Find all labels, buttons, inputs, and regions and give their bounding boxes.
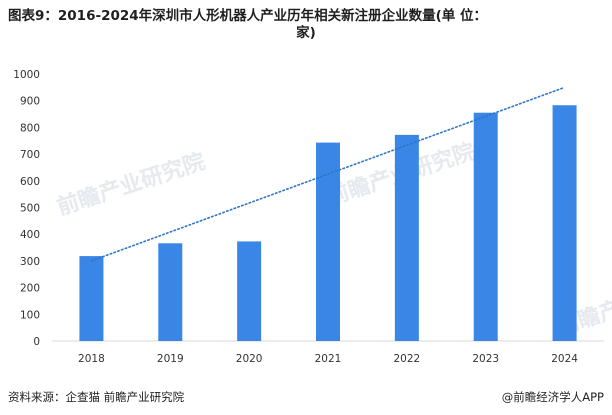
x-tick-label: 2020 bbox=[236, 353, 263, 365]
y-tick-label: 600 bbox=[20, 176, 40, 188]
x-axis: 2018 2019 2020 2021 2022 2023 2024 bbox=[52, 341, 604, 365]
x-tick-label: 2023 bbox=[472, 353, 499, 365]
bar-2024 bbox=[553, 105, 577, 341]
y-tick-label: 800 bbox=[20, 122, 40, 134]
bar-2019 bbox=[158, 243, 182, 341]
x-tick-label: 2019 bbox=[157, 353, 184, 365]
x-tick-label: 2024 bbox=[551, 353, 578, 365]
bar-2022 bbox=[395, 135, 419, 341]
bar-2020 bbox=[237, 241, 261, 341]
x-tick-label: 2022 bbox=[393, 353, 420, 365]
y-tick-label: 100 bbox=[20, 309, 40, 321]
source-note: 资料来源：企查猫 前瞻产业研究院 bbox=[8, 389, 184, 405]
bar-series bbox=[79, 105, 576, 341]
bar-2023 bbox=[474, 113, 498, 341]
x-tick-label: 2018 bbox=[78, 353, 105, 365]
y-tick-label: 200 bbox=[20, 283, 40, 295]
y-tick-label: 700 bbox=[20, 149, 40, 161]
credit-note: @前瞻经济学人APP bbox=[502, 389, 604, 405]
y-axis: 0 100 200 300 400 500 600 700 800 900 1000 bbox=[13, 69, 40, 348]
watermark-text: 前瞻产业研究院 bbox=[54, 148, 209, 220]
y-tick-label: 300 bbox=[20, 256, 40, 268]
y-tick-label: 1000 bbox=[13, 69, 40, 81]
y-tick-label: 400 bbox=[20, 229, 40, 241]
bar-2021 bbox=[316, 143, 340, 341]
y-tick-label: 0 bbox=[33, 336, 40, 348]
y-tick-label: 500 bbox=[20, 203, 40, 215]
x-tick-label: 2021 bbox=[315, 353, 342, 365]
y-tick-label: 900 bbox=[20, 96, 40, 108]
bar-2018 bbox=[79, 256, 103, 341]
